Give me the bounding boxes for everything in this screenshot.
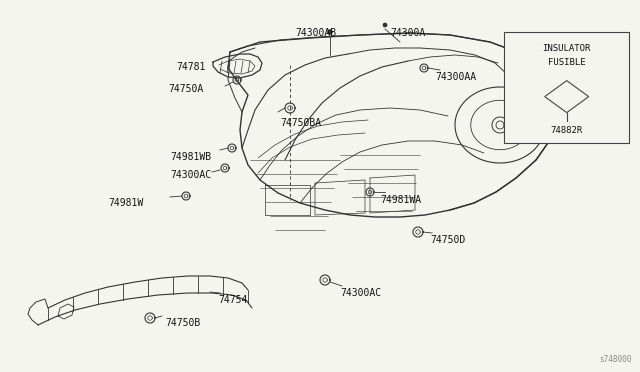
- Text: 74781: 74781: [176, 62, 205, 72]
- Text: 74754: 74754: [218, 295, 248, 305]
- Polygon shape: [545, 81, 589, 113]
- Polygon shape: [328, 30, 332, 34]
- Text: 74750D: 74750D: [430, 235, 465, 245]
- Text: 74750BA: 74750BA: [280, 118, 321, 128]
- Text: 74750A: 74750A: [168, 84, 204, 94]
- Text: 74981W: 74981W: [108, 198, 143, 208]
- Text: s748000: s748000: [600, 355, 632, 364]
- Text: 74981WA: 74981WA: [380, 195, 421, 205]
- Bar: [504, 32, 629, 143]
- Text: 74300AC: 74300AC: [170, 170, 211, 180]
- Text: INSULATOR: INSULATOR: [543, 44, 591, 52]
- Text: 74300A: 74300A: [390, 28, 425, 38]
- Text: 74300AA: 74300AA: [435, 72, 476, 82]
- Text: FUSIBLE: FUSIBLE: [548, 58, 586, 67]
- Text: 74300AB: 74300AB: [295, 28, 336, 38]
- Text: 74981WB: 74981WB: [170, 152, 211, 162]
- Text: 74882R: 74882R: [550, 126, 583, 135]
- Text: 74300AC: 74300AC: [340, 288, 381, 298]
- Polygon shape: [383, 23, 387, 27]
- Text: 74750B: 74750B: [165, 318, 200, 328]
